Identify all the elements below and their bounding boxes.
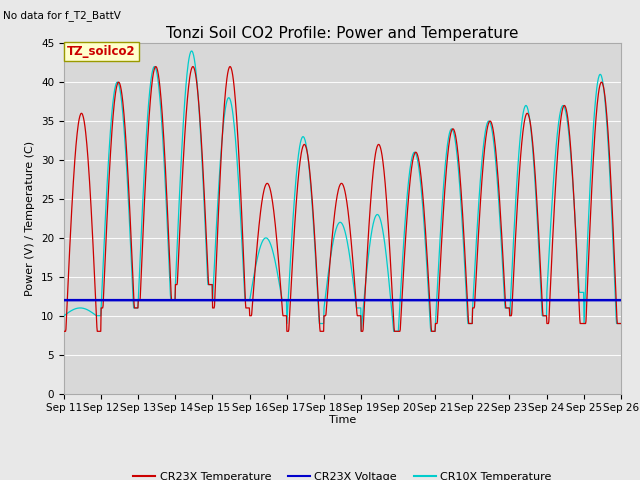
Text: TZ_soilco2: TZ_soilco2 xyxy=(67,45,136,58)
Y-axis label: Power (V) / Temperature (C): Power (V) / Temperature (C) xyxy=(26,141,35,296)
X-axis label: Time: Time xyxy=(329,415,356,425)
Legend: CR23X Temperature, CR23X Voltage, CR10X Temperature: CR23X Temperature, CR23X Voltage, CR10X … xyxy=(129,467,556,480)
Title: Tonzi Soil CO2 Profile: Power and Temperature: Tonzi Soil CO2 Profile: Power and Temper… xyxy=(166,25,518,41)
Text: No data for f_T2_BattV: No data for f_T2_BattV xyxy=(3,10,121,21)
